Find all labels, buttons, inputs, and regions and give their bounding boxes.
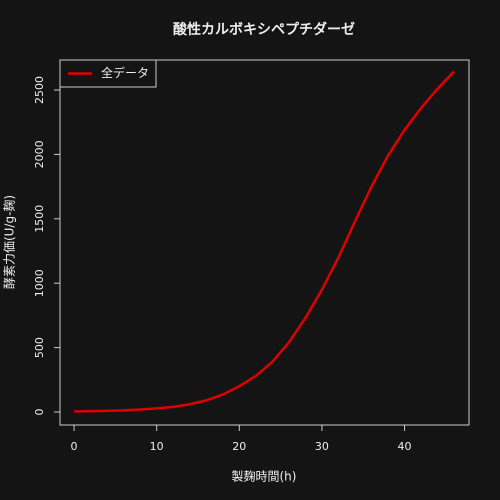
y-tick-label: 2000 xyxy=(33,140,46,168)
x-tick-label: 20 xyxy=(232,440,246,453)
y-tick-label: 0 xyxy=(33,408,46,415)
line-series xyxy=(74,70,456,413)
y-tick-label: 1500 xyxy=(33,205,46,233)
y-tick-label: 500 xyxy=(33,337,46,358)
plot-frame xyxy=(59,59,470,426)
x-axis-label: 製麹時間(h) xyxy=(232,469,297,484)
y-tick-label: 1000 xyxy=(33,269,46,297)
legend-label: 全データ xyxy=(101,65,149,80)
y-axis-label: 酵素力価(U/g-麹) xyxy=(2,195,17,289)
x-tick-label: 40 xyxy=(398,440,412,453)
x-tick-label: 30 xyxy=(315,440,329,453)
x-tick-label: 10 xyxy=(150,440,164,453)
y-tick-label: 2500 xyxy=(33,76,46,104)
chart-title: 酸性カルボキシペプチダーゼ xyxy=(173,21,355,38)
x-tick-label: 0 xyxy=(71,440,78,453)
